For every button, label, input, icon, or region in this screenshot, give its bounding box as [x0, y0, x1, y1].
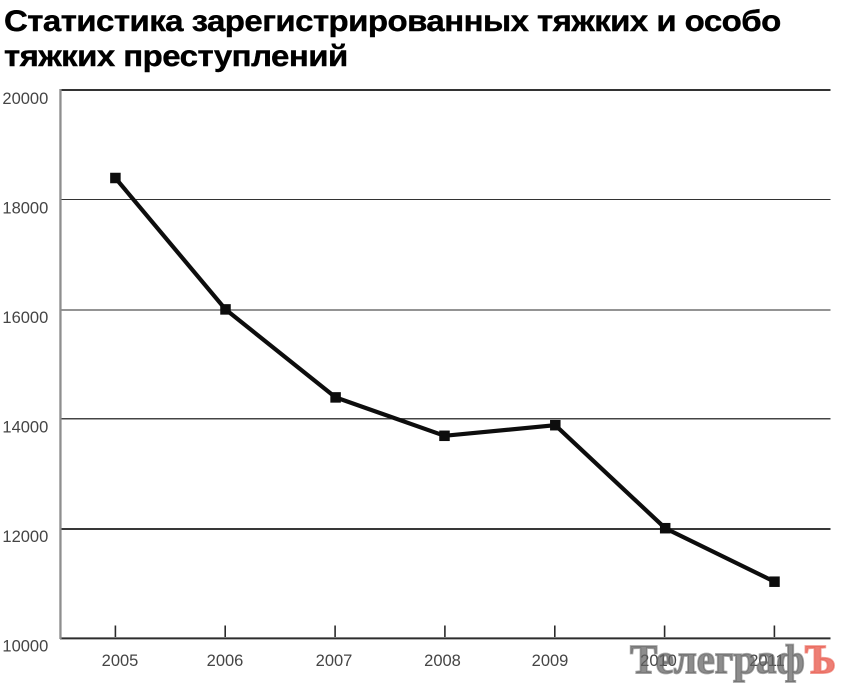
svg-text:10000: 10000 — [2, 637, 48, 655]
svg-text:2011: 2011 — [749, 652, 784, 670]
svg-text:2007: 2007 — [316, 652, 353, 670]
svg-text:2010: 2010 — [640, 652, 677, 670]
svg-text:2006: 2006 — [207, 652, 244, 670]
svg-text:14000: 14000 — [2, 418, 48, 436]
svg-text:2009: 2009 — [532, 652, 569, 670]
svg-text:18000: 18000 — [2, 199, 48, 217]
svg-text:20000: 20000 — [2, 90, 48, 108]
svg-text:2005: 2005 — [102, 652, 139, 670]
svg-text:2008: 2008 — [424, 652, 461, 670]
svg-text:12000: 12000 — [2, 528, 48, 546]
svg-text:16000: 16000 — [2, 309, 48, 327]
